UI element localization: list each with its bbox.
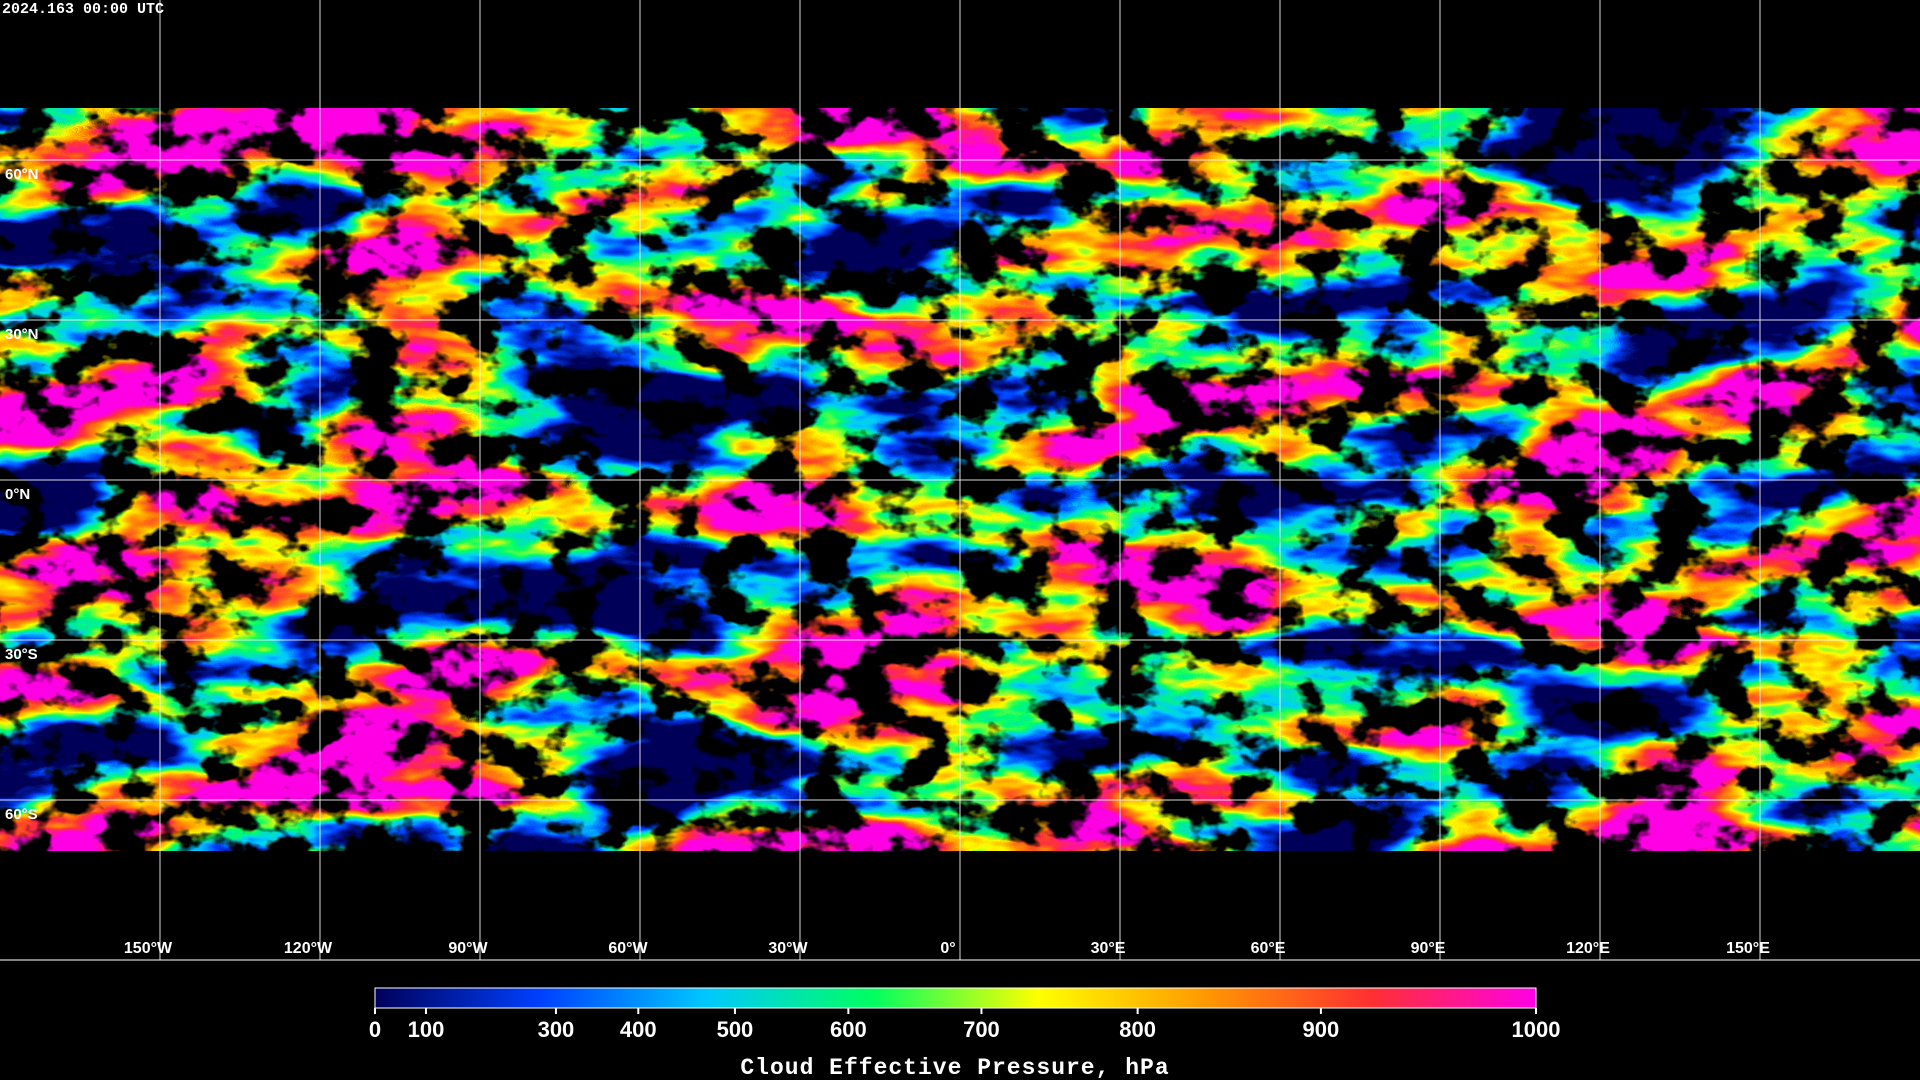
colorbar-title: Cloud Effective Pressure, hPa <box>740 1055 1169 1080</box>
colorbar-tick-label: 700 <box>963 1017 1000 1042</box>
longitude-label: 30°W <box>768 940 808 957</box>
longitude-label: 120°E <box>1566 940 1610 957</box>
longitude-label: 150°W <box>124 940 173 957</box>
colorbar-tick-label: 300 <box>538 1017 575 1042</box>
longitude-label: 30°E <box>1091 940 1126 957</box>
longitude-label: 150°E <box>1726 940 1770 957</box>
latitude-label: 60°N <box>5 166 39 183</box>
longitude-label: 90°E <box>1411 940 1446 957</box>
latitude-label: 30°N <box>5 326 39 343</box>
colorbar-tick-label: 400 <box>620 1017 657 1042</box>
colorbar-tick-label: 600 <box>830 1017 867 1042</box>
colorbar-tick-label: 900 <box>1303 1017 1340 1042</box>
latitude-label: 30°S <box>5 646 38 663</box>
colorbar: 0 100 300 400 500 600 700 800 900 1000 <box>369 987 1561 1042</box>
colorbar-bar <box>374 987 1537 1009</box>
latitude-label: 60°S <box>5 806 38 823</box>
longitude-label: 120°W <box>284 940 333 957</box>
longitude-label: 60°E <box>1251 940 1286 957</box>
timestamp: 2024.163 00:00 UTC <box>2 1 164 18</box>
longitude-label: 90°W <box>448 940 488 957</box>
colorbar-tick-label: 800 <box>1119 1017 1156 1042</box>
colorbar-tick-label: 500 <box>717 1017 754 1042</box>
colorbar-tick-label: 1000 <box>1512 1017 1561 1042</box>
longitude-label: 60°W <box>608 940 648 957</box>
colorbar-tick-label: 0 <box>369 1017 381 1042</box>
latitude-label: 0°N <box>5 486 30 503</box>
longitude-label: 0° <box>940 940 955 957</box>
graticule: 60°N 30°N 0°N 30°S 60°S 150°W 120°W 90°W 60°W 30°… <box>0 0 1920 960</box>
colorbar-tick-label: 100 <box>408 1017 445 1042</box>
